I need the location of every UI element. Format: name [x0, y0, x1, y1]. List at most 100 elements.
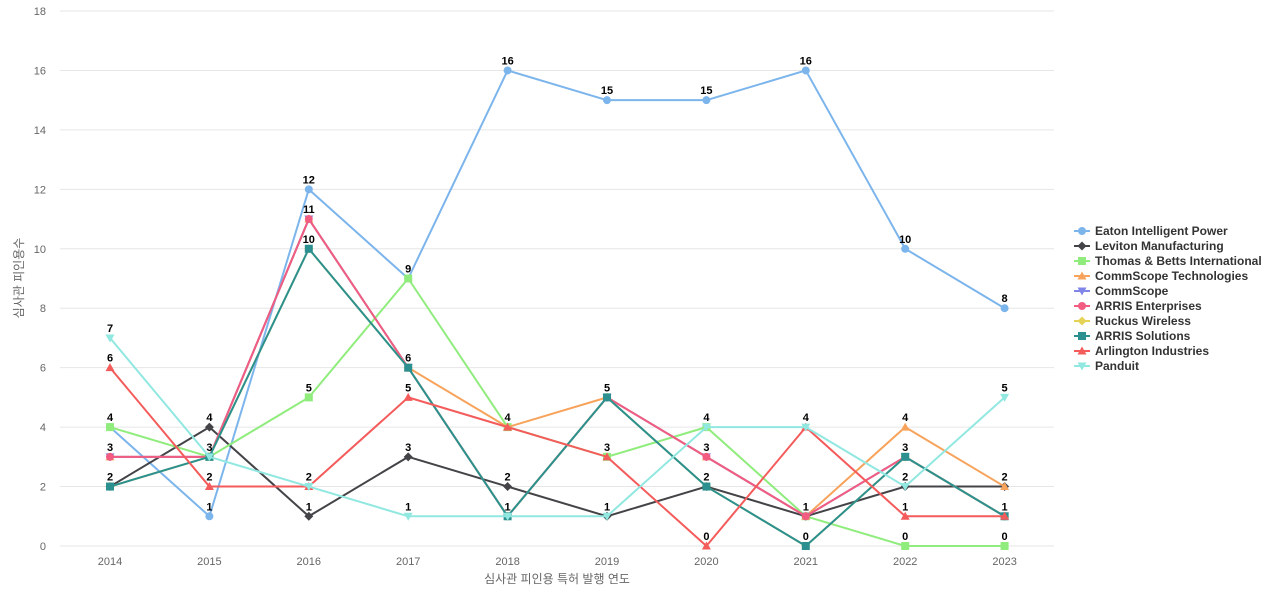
y-tick-label: 16	[34, 65, 46, 77]
y-tick-label: 18	[34, 6, 46, 18]
data-point	[304, 185, 313, 194]
legend-item[interactable]: Ruckus Wireless	[1074, 314, 1191, 328]
data-point	[304, 511, 314, 521]
data-point	[105, 363, 115, 372]
data-point	[701, 541, 711, 550]
data-label: 3	[604, 442, 610, 454]
data-label: 2	[1002, 472, 1008, 484]
data-label: 0	[703, 531, 709, 543]
series-line	[109, 69, 1006, 518]
x-tick-label: 2016	[297, 556, 321, 568]
legend-marker	[1077, 241, 1087, 251]
data-label: 16	[501, 55, 513, 67]
y-tick-label: 10	[34, 244, 46, 256]
series-ruckus-wireless	[105, 244, 1010, 551]
legend-item[interactable]: CommScope	[1074, 284, 1169, 298]
data-point	[801, 542, 810, 550]
series-line	[109, 337, 1006, 518]
x-tick-label: 2023	[992, 556, 1016, 568]
data-label: 7	[107, 323, 113, 335]
x-tick-label: 2017	[396, 556, 420, 568]
series-line	[109, 247, 1006, 547]
series-eaton-intelligent-power	[106, 66, 1009, 521]
legend-marker	[1078, 332, 1086, 340]
data-point	[304, 393, 313, 402]
data-point	[503, 512, 513, 521]
legend-marker	[1077, 287, 1087, 296]
data-label: 10	[303, 234, 315, 246]
legend-item[interactable]: Panduit	[1074, 359, 1139, 373]
data-point	[106, 452, 114, 461]
legend-item[interactable]: ARRIS Enterprises	[1074, 299, 1202, 313]
data-point	[602, 512, 612, 521]
data-point	[701, 423, 711, 432]
data-label: 16	[800, 55, 812, 67]
data-point	[204, 453, 214, 462]
y-axis-ticks: 0 2 4 6 8 10 12 14 16 18	[34, 6, 46, 553]
data-label: 8	[1002, 293, 1008, 305]
data-point	[901, 542, 910, 550]
x-tick-label: 2015	[197, 556, 221, 568]
data-point	[603, 393, 611, 402]
series-panduit	[105, 334, 1010, 521]
legend-label: Arlington Industries	[1095, 344, 1209, 358]
data-point	[1000, 304, 1009, 313]
data-point	[205, 512, 214, 521]
y-tick-label: 2	[40, 482, 46, 494]
data-label: 5	[405, 382, 411, 394]
x-tick-label: 2019	[595, 556, 619, 568]
x-tick-label: 2014	[98, 556, 122, 568]
data-point	[503, 66, 512, 75]
legend-item[interactable]: ARRIS Solutions	[1074, 329, 1191, 343]
y-tick-label: 14	[34, 125, 46, 137]
data-label: 4	[107, 412, 114, 424]
y-tick-label: 0	[40, 541, 46, 553]
data-label: 1	[902, 501, 908, 513]
data-point	[204, 482, 214, 491]
data-label: 15	[601, 85, 613, 97]
series-line	[109, 367, 1005, 547]
data-point	[304, 244, 313, 253]
data-point	[1000, 393, 1010, 402]
data-label: 10	[899, 234, 911, 246]
data-label: 2	[206, 472, 212, 484]
legend-item[interactable]: Arlington Industries	[1074, 344, 1209, 358]
data-point	[1000, 482, 1010, 491]
data-label: 4	[206, 412, 213, 424]
legend-label: CommScope	[1095, 284, 1169, 298]
legend-item[interactable]: Leviton Manufacturing	[1074, 239, 1224, 253]
data-point	[900, 422, 910, 431]
x-tick-label: 2022	[893, 556, 917, 568]
legend-marker	[1077, 362, 1087, 371]
x-tick-label: 2018	[495, 556, 519, 568]
data-point	[702, 96, 711, 105]
data-point	[801, 512, 810, 521]
data-point	[702, 482, 711, 491]
legend-label: ARRIS Enterprises	[1095, 299, 1202, 313]
legend-item[interactable]: Thomas & Betts International	[1074, 254, 1262, 268]
legend-marker	[1077, 271, 1087, 280]
data-point	[901, 244, 910, 253]
legend-label: ARRIS Solutions	[1095, 329, 1191, 343]
legend-label: Thomas & Betts International	[1095, 254, 1262, 268]
data-label: 1	[405, 501, 411, 513]
x-tick-label: 2020	[694, 556, 718, 568]
legend-item[interactable]: CommScope Technologies	[1074, 269, 1248, 283]
legend-item[interactable]: Eaton Intelligent Power	[1074, 224, 1228, 238]
y-tick-label: 8	[40, 303, 46, 315]
data-label: 12	[303, 174, 315, 186]
data-point	[603, 96, 611, 105]
data-point	[106, 423, 114, 432]
data-label: 0	[902, 531, 908, 543]
data-label: 1	[1002, 501, 1008, 513]
data-label: 2	[703, 472, 709, 484]
data-point	[1000, 542, 1009, 550]
data-label: 1	[306, 501, 312, 513]
data-label: 9	[405, 264, 411, 276]
data-label: 3	[902, 442, 908, 454]
data-label: 1	[604, 501, 610, 513]
series-layer	[105, 66, 1010, 551]
legend-marker	[1078, 257, 1086, 265]
